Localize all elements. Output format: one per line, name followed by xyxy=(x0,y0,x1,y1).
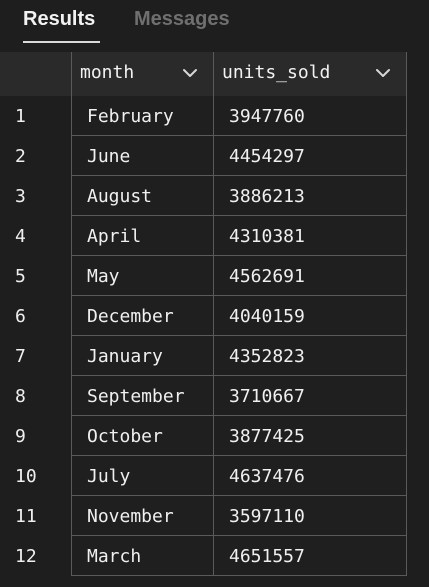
month-value: May xyxy=(87,266,120,287)
row-number: 7 xyxy=(15,346,26,367)
table-row[interactable]: 1 February 3947760 xyxy=(0,96,407,136)
units-sold-cell[interactable]: 3947760 xyxy=(214,96,407,136)
units-sold-cell[interactable]: 4651557 xyxy=(214,536,407,576)
chevron-down-icon[interactable] xyxy=(181,64,199,82)
units-sold-value: 3947760 xyxy=(229,106,305,127)
row-number: 2 xyxy=(15,146,26,167)
units-sold-value: 4454297 xyxy=(229,146,305,167)
units-sold-cell[interactable]: 3877425 xyxy=(214,416,407,456)
month-cell[interactable]: June xyxy=(72,136,214,176)
row-number: 8 xyxy=(15,386,26,407)
row-number-cell: 1 xyxy=(0,96,72,136)
month-value: June xyxy=(87,146,131,167)
row-number: 9 xyxy=(15,426,26,447)
table-row[interactable]: 6 December 4040159 xyxy=(0,296,407,336)
row-number-cell: 6 xyxy=(0,296,72,336)
row-number: 5 xyxy=(15,266,26,287)
units-sold-value: 3597110 xyxy=(229,506,305,527)
row-number: 11 xyxy=(15,506,37,527)
results-tab-bar: Results Messages xyxy=(0,0,429,52)
row-number: 12 xyxy=(15,546,37,567)
row-number-cell: 3 xyxy=(0,176,72,216)
row-number-cell: 9 xyxy=(0,416,72,456)
month-cell[interactable]: January xyxy=(72,336,214,376)
row-number-cell: 5 xyxy=(0,256,72,296)
month-cell[interactable]: March xyxy=(72,536,214,576)
month-value: August xyxy=(87,186,153,207)
units-sold-cell[interactable]: 4637476 xyxy=(214,456,407,496)
units-sold-cell[interactable]: 3710667 xyxy=(214,376,407,416)
units-sold-value: 3710667 xyxy=(229,386,305,407)
units-sold-cell[interactable]: 3597110 xyxy=(214,496,407,536)
table-row[interactable]: 11 November 3597110 xyxy=(0,496,407,536)
tab-results[interactable]: Results xyxy=(23,8,96,30)
table-row[interactable]: 4 April 4310381 xyxy=(0,216,407,256)
row-number: 4 xyxy=(15,226,26,247)
tab-messages[interactable]: Messages xyxy=(134,8,230,30)
table-row[interactable]: 12 March 4651557 xyxy=(0,536,407,576)
month-value: January xyxy=(87,346,163,367)
table-row[interactable]: 3 August 3886213 xyxy=(0,176,407,216)
row-number-cell: 12 xyxy=(0,536,72,576)
row-number-cell: 7 xyxy=(0,336,72,376)
table-row[interactable]: 2 June 4454297 xyxy=(0,136,407,176)
row-number: 10 xyxy=(15,466,37,487)
results-grid: month units_sold 1 February 3947760 2 Ju… xyxy=(0,52,429,587)
month-value: October xyxy=(87,426,163,447)
units-sold-value: 4352823 xyxy=(229,346,305,367)
column-header-month[interactable]: month xyxy=(72,52,214,96)
month-value: March xyxy=(87,546,142,567)
table-row[interactable]: 10 July 4637476 xyxy=(0,456,407,496)
month-cell[interactable]: July xyxy=(72,456,214,496)
row-number-cell: 11 xyxy=(0,496,72,536)
units-sold-cell[interactable]: 3886213 xyxy=(214,176,407,216)
month-cell[interactable]: September xyxy=(72,376,214,416)
chevron-down-icon[interactable] xyxy=(374,64,392,82)
units-sold-cell[interactable]: 4310381 xyxy=(214,216,407,256)
month-value: November xyxy=(87,506,174,527)
month-value: February xyxy=(87,106,174,127)
row-number: 1 xyxy=(15,106,26,127)
month-value: July xyxy=(87,466,131,487)
row-number-cell: 2 xyxy=(0,136,72,176)
month-cell[interactable]: May xyxy=(72,256,214,296)
column-header-label: units_sold xyxy=(222,62,331,83)
month-cell[interactable]: August xyxy=(72,176,214,216)
month-cell[interactable]: February xyxy=(72,96,214,136)
grid-header: month units_sold xyxy=(0,52,407,97)
units-sold-value: 4651557 xyxy=(229,546,305,567)
table-row[interactable]: 7 January 4352823 xyxy=(0,336,407,376)
units-sold-value: 4310381 xyxy=(229,226,305,247)
units-sold-value: 3886213 xyxy=(229,186,305,207)
row-number: 6 xyxy=(15,306,26,327)
row-number-cell: 8 xyxy=(0,376,72,416)
units-sold-cell[interactable]: 4454297 xyxy=(214,136,407,176)
table-row[interactable]: 9 October 3877425 xyxy=(0,416,407,456)
month-cell[interactable]: April xyxy=(72,216,214,256)
row-number-header xyxy=(0,52,72,96)
units-sold-value: 4562691 xyxy=(229,266,305,287)
active-tab-indicator xyxy=(23,41,100,43)
month-value: September xyxy=(87,386,185,407)
column-header-label: month xyxy=(80,62,135,83)
units-sold-value: 4637476 xyxy=(229,466,305,487)
month-cell[interactable]: November xyxy=(72,496,214,536)
month-cell[interactable]: December xyxy=(72,296,214,336)
month-value: December xyxy=(87,306,174,327)
units-sold-value: 4040159 xyxy=(229,306,305,327)
table-row[interactable]: 5 May 4562691 xyxy=(0,256,407,296)
units-sold-cell[interactable]: 4562691 xyxy=(214,256,407,296)
row-number: 3 xyxy=(15,186,26,207)
units-sold-cell[interactable]: 4040159 xyxy=(214,296,407,336)
table-row[interactable]: 8 September 3710667 xyxy=(0,376,407,416)
month-value: April xyxy=(87,226,142,247)
month-cell[interactable]: October xyxy=(72,416,214,456)
units-sold-cell[interactable]: 4352823 xyxy=(214,336,407,376)
row-number-cell: 10 xyxy=(0,456,72,496)
units-sold-value: 3877425 xyxy=(229,426,305,447)
column-header-units-sold[interactable]: units_sold xyxy=(214,52,407,96)
row-number-cell: 4 xyxy=(0,216,72,256)
grid-empty-space xyxy=(407,52,429,587)
